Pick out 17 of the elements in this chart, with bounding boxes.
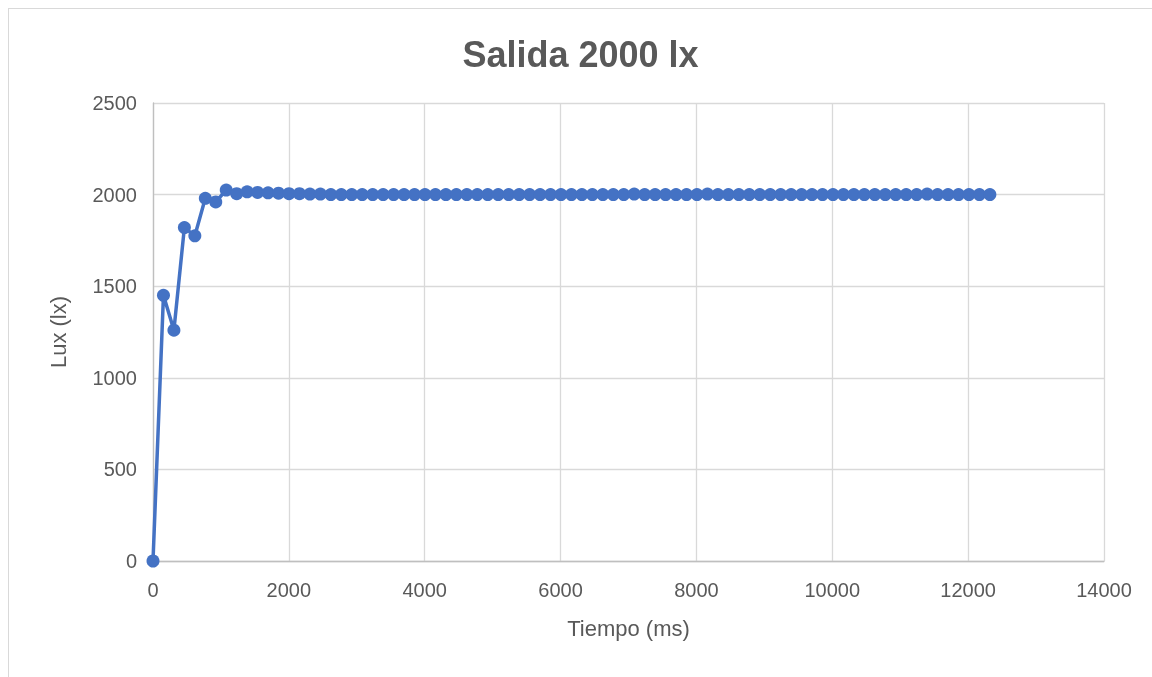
y-tick-label: 1500 bbox=[92, 275, 137, 298]
x-tick-label: 6000 bbox=[538, 579, 583, 601]
chart-title: Salida 2000 lx bbox=[462, 33, 699, 75]
y-tick-label: 500 bbox=[103, 458, 137, 481]
x-tick-label: 0 bbox=[147, 579, 159, 601]
y-tick-label: 2000 bbox=[92, 183, 137, 206]
x-axis-title: Tiempo (ms) bbox=[567, 615, 690, 641]
y-tick-label: 0 bbox=[125, 550, 137, 572]
x-tick-label: 2000 bbox=[266, 579, 312, 601]
y-axis-title: Lux (lx) bbox=[45, 295, 71, 369]
x-tick-label: 10000 bbox=[804, 579, 861, 601]
y-tick-label: 1000 bbox=[92, 366, 137, 389]
x-tick-label: 14000 bbox=[1076, 579, 1132, 601]
x-tick-label: 8000 bbox=[674, 579, 719, 601]
y-tick-label: 2500 bbox=[92, 92, 137, 114]
x-tick-label: 4000 bbox=[402, 579, 447, 601]
x-tick-label: 12000 bbox=[940, 579, 996, 601]
